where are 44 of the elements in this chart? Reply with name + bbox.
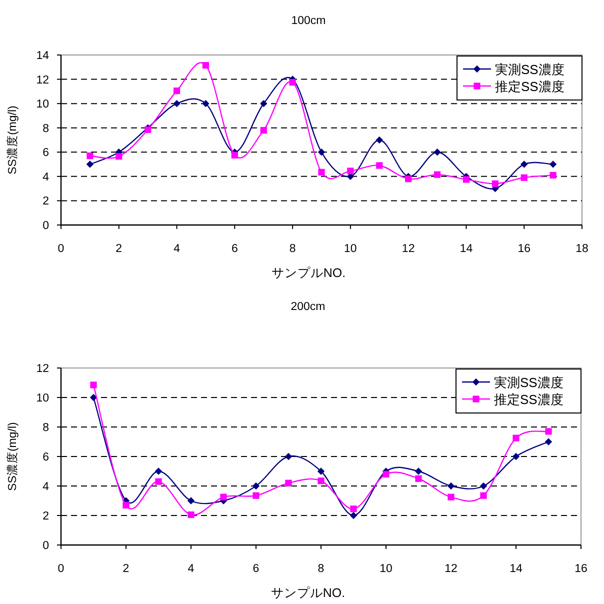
x-tick-label: 10	[344, 243, 357, 255]
x-tick-label: 14	[510, 563, 523, 575]
legend-label: 実測SS濃度	[495, 62, 564, 77]
x-tick-label: 4	[174, 243, 181, 255]
chart-title: 200cm	[290, 301, 326, 313]
x-tick-label: 6	[231, 243, 238, 255]
x-tick-label: 2	[122, 563, 130, 575]
x-tick-label: 8	[289, 243, 296, 255]
x-tick-label: 0	[58, 243, 64, 255]
y-tick-label: 10	[36, 98, 49, 111]
y-tick-label: 12	[36, 74, 49, 86]
x-tick-label: 10	[380, 563, 392, 575]
x-axis-title: サンプルNO.	[270, 586, 346, 600]
x-tick-label: 6	[252, 563, 260, 575]
chart-title: 100cm	[291, 15, 326, 27]
y-tick-label: 12	[36, 363, 49, 375]
x-tick-label: 12	[402, 243, 415, 255]
x-tick-label: 2	[116, 243, 122, 255]
y-tick-label: 0	[42, 540, 49, 552]
y-tick-label: 6	[42, 452, 49, 464]
x-tick-label: 18	[576, 243, 588, 255]
y-tick-label: 4	[42, 481, 50, 493]
x-axis-title: サンプルNO.	[271, 266, 346, 280]
y-tick-label: 4	[42, 171, 50, 184]
y-axis-title: SS濃度(mg/l)	[5, 105, 19, 174]
y-tick-label: 8	[42, 122, 49, 135]
x-tick-label: 0	[58, 563, 64, 575]
legend-label: 推定SS濃度	[495, 79, 564, 94]
legend-label: 推定SS濃度	[494, 392, 564, 407]
x-tick-label: 4	[188, 563, 195, 575]
x-tick-label: 16	[574, 563, 588, 575]
y-tick-label: 2	[42, 510, 49, 522]
legend-label: 実測SS濃度	[494, 375, 564, 390]
y-tick-label: 10	[36, 392, 49, 404]
y-tick-label: 14	[36, 50, 50, 62]
y-tick-label: 6	[42, 147, 49, 160]
y-tick-label: 8	[42, 422, 49, 434]
x-tick-label: 8	[318, 563, 324, 575]
x-tick-label: 12	[444, 563, 458, 575]
y-axis-title: SS濃度(mg/l)	[5, 422, 19, 491]
y-tick-label: 0	[42, 220, 49, 232]
y-tick-label: 2	[42, 196, 49, 208]
x-tick-label: 16	[518, 243, 531, 255]
x-tick-label: 14	[460, 243, 474, 255]
